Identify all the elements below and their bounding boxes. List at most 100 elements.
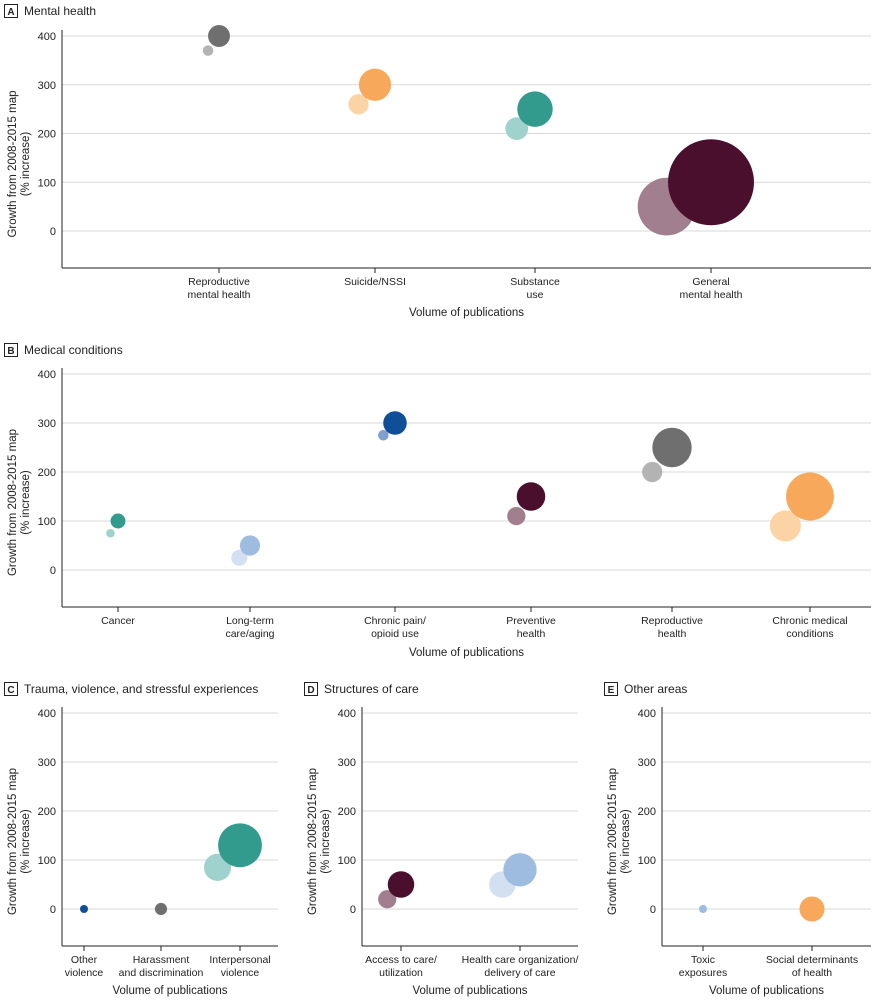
category-label: care/aging	[225, 628, 274, 640]
category-label: Preventive	[506, 615, 556, 627]
category-label: violence	[65, 967, 104, 979]
bubble	[503, 853, 537, 887]
panel-letter: C	[7, 685, 14, 696]
category-label: Harassment	[133, 954, 190, 966]
y-tick-label: 200	[38, 129, 56, 141]
y-axis-label: Growth from 2008-2015 map	[7, 429, 19, 576]
y-tick-label: 0	[350, 904, 356, 916]
x-axis-label: Volume of publications	[112, 985, 227, 997]
bubble	[218, 823, 262, 868]
bubble	[80, 905, 88, 913]
y-tick-label: 300	[338, 757, 356, 769]
y-tick-label: 100	[38, 516, 56, 528]
category-label: conditions	[786, 628, 833, 640]
bubble	[668, 139, 754, 226]
bubble	[642, 461, 663, 483]
category-label: Toxic	[691, 954, 715, 966]
bubble	[106, 528, 115, 538]
bubble	[517, 91, 553, 127]
y-tick-label: 0	[50, 226, 56, 238]
panel-letter-box	[304, 682, 318, 696]
category-label: delivery of care	[484, 967, 555, 979]
y-tick-label: 400	[38, 31, 56, 43]
category-label: use	[527, 289, 544, 301]
bubble	[786, 472, 834, 521]
y-axis-label: (% increase)	[620, 809, 632, 874]
category-label: Reproductive	[188, 276, 250, 288]
x-axis-label: Volume of publications	[412, 985, 527, 997]
panel-c: C Trauma, violence, and stressful experie…	[4, 682, 278, 997]
panel-title: Other areas	[624, 682, 687, 696]
y-axis-label: (% increase)	[20, 132, 32, 197]
bubble	[231, 549, 248, 566]
panel-title: Trauma, violence, and stressful experien…	[24, 682, 258, 696]
bubble	[110, 513, 126, 529]
category-label: violence	[221, 967, 260, 979]
panel-a: A Mental health 400 300 200 100 0 Growth from 2…	[4, 4, 871, 319]
y-tick-label: 300	[38, 80, 56, 92]
category-label: mental health	[187, 289, 250, 301]
category-label: Other	[71, 954, 98, 966]
y-tick-label: 100	[38, 177, 56, 189]
y-tick-label: 400	[638, 708, 656, 720]
category-label: health	[658, 628, 687, 640]
panel-e: E Other areas 400 300 200 100 0 Growth from 200…	[604, 682, 871, 997]
panel-letter-box	[4, 682, 18, 696]
category-label: Cancer	[101, 615, 135, 627]
bubble	[383, 411, 407, 435]
y-tick-label: 300	[638, 757, 656, 769]
category-label: General	[692, 276, 729, 288]
y-axis-label: (% increase)	[20, 809, 32, 874]
category-label: Reproductive	[641, 615, 703, 627]
y-tick-label: 0	[50, 904, 56, 916]
y-tick-label: 400	[38, 369, 56, 381]
y-tick-label: 300	[38, 757, 56, 769]
y-axis-label: (% increase)	[20, 470, 32, 535]
category-label: Chronic medical	[772, 615, 847, 627]
category-label: Interpersonal	[209, 954, 270, 966]
y-tick-label: 0	[650, 904, 656, 916]
bubble	[348, 94, 369, 115]
panel-letter: E	[608, 685, 615, 696]
category-label: Suicide/NSSI	[344, 276, 406, 288]
bubble	[154, 902, 168, 916]
bubble	[378, 890, 397, 909]
bubble	[239, 535, 261, 556]
y-tick-label: 100	[638, 855, 656, 867]
category-label: Access to care/	[365, 954, 437, 966]
category-label: health	[517, 628, 546, 640]
bubble	[507, 506, 526, 526]
y-tick-label: 200	[338, 806, 356, 818]
bubble	[505, 117, 529, 141]
y-axis-label: Growth from 2008-2015 map	[307, 768, 319, 915]
panel-title: Structures of care	[324, 682, 419, 696]
bubble	[799, 896, 825, 922]
y-tick-label: 100	[38, 855, 56, 867]
y-axis-label: (% increase)	[320, 809, 332, 874]
y-tick-label: 300	[38, 418, 56, 430]
bubble	[387, 871, 415, 898]
bubble	[516, 482, 546, 511]
y-tick-label: 100	[338, 855, 356, 867]
bubble	[378, 429, 389, 441]
bubble	[358, 68, 392, 101]
x-axis-label: Volume of publications	[709, 985, 824, 997]
bubble	[652, 427, 692, 468]
panel-letter-box	[4, 343, 18, 357]
y-tick-label: 200	[638, 806, 656, 818]
bubble	[208, 25, 230, 47]
category-label: Long-term	[226, 615, 274, 627]
panel-letter-box	[604, 682, 618, 696]
x-axis-label: Volume of publications	[409, 647, 524, 659]
bubble	[699, 905, 707, 913]
panel-letter: A	[7, 7, 14, 18]
panel-d: D Structures of care 400 300 200 100 0 Growth f…	[304, 682, 578, 997]
y-axis-label: Growth from 2008-2015 map	[7, 90, 19, 237]
category-label: of health	[792, 967, 832, 979]
category-label: opioid use	[371, 628, 419, 640]
bubble	[769, 510, 801, 542]
panel-letter-box	[4, 4, 18, 18]
category-label: exposures	[679, 967, 727, 979]
panel-title: Mental health	[24, 4, 96, 18]
